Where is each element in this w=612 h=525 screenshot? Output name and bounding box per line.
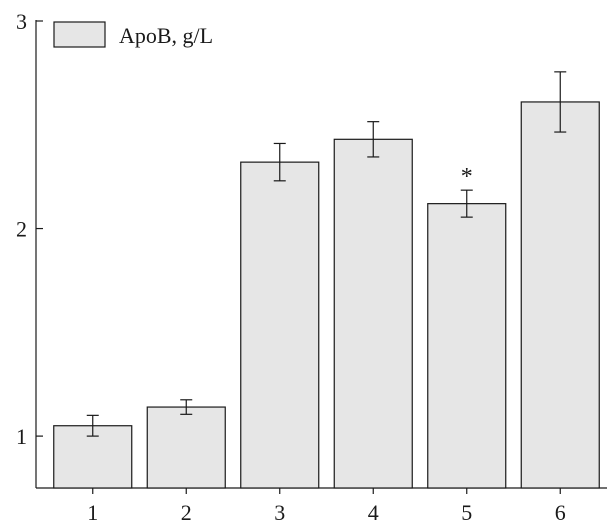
x-tick-label: 2: [181, 500, 192, 525]
x-tick-label: 5: [461, 500, 472, 525]
y-tick-label: 3: [16, 9, 27, 34]
x-tick-label: 3: [274, 500, 285, 525]
bar-2: [146, 406, 226, 489]
x-tick-label: 4: [368, 500, 379, 525]
legend-label: ApoB, g/L: [119, 23, 213, 48]
bar-3: [240, 161, 320, 489]
y-tick-label: 1: [16, 424, 27, 449]
legend: ApoB, g/L: [53, 21, 213, 48]
bar-5: [427, 203, 507, 489]
x-tick-label: 1: [87, 500, 98, 525]
y-tick-label: 2: [16, 217, 27, 242]
bar-4: [333, 138, 413, 489]
bar-6: [520, 101, 600, 489]
legend-swatch: [53, 21, 106, 48]
plot-area: 1 2 3 1 2 3 4 5 6 *: [16, 9, 607, 525]
x-tick-label: 6: [555, 500, 566, 525]
significance-mark: *: [461, 164, 473, 190]
